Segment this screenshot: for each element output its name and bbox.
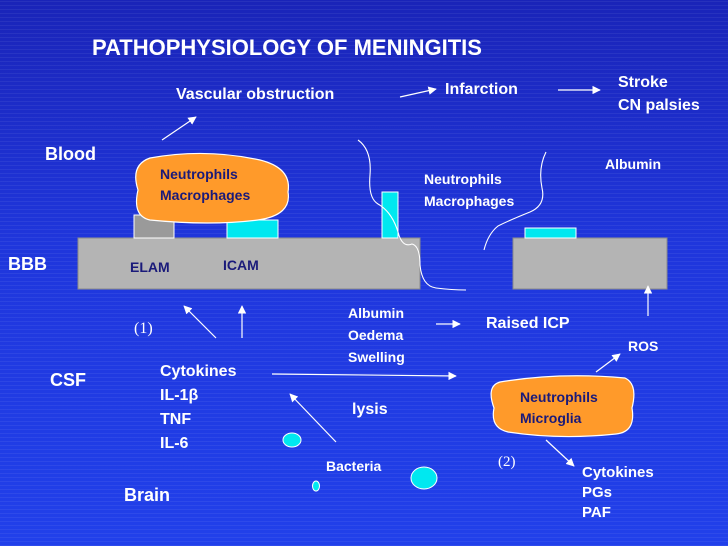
bbb-membrane-left [77, 237, 421, 290]
bacterium-small [282, 432, 302, 448]
albumin-group-item: Oedema [348, 327, 404, 343]
label-brain: Brain [124, 485, 171, 505]
albumin-group: Albumin Oedema Swelling [348, 302, 405, 368]
arrow-to-products [545, 439, 575, 467]
label-cn-palsies: CN palsies [618, 97, 700, 114]
arrow-to-vascular [161, 116, 197, 141]
brain-cell-blob [490, 375, 635, 438]
blood-cell-line2: Macrophages [160, 187, 251, 203]
label-neutrophils-blood: Neutrophils [424, 171, 502, 187]
label-lysis: lysis [352, 401, 388, 418]
albumin-group-item: Albumin [348, 305, 404, 321]
label-raised-icp: Raised ICP [486, 315, 570, 332]
brain-product-item: PGs [582, 484, 613, 501]
arrow-to-infarction [399, 86, 437, 98]
brain-cell-line2: Microglia [520, 410, 582, 426]
brain-product-item: PAF [582, 504, 611, 521]
bacterium-tiny [312, 480, 320, 492]
marker-1: (1) [134, 320, 153, 337]
brain-cell-line1: Neutrophils [520, 389, 598, 405]
arrow-to-elam [183, 305, 217, 339]
arrow-lysis [289, 393, 337, 443]
bbb-membrane-right [512, 237, 668, 290]
cytokine-item: Cytokines [160, 363, 237, 380]
page-title: PATHOPHYSIOLOGY OF MENINGITIS [92, 35, 482, 60]
label-macrophages-blood: Macrophages [424, 193, 515, 209]
arrow-cell-to-ros [595, 353, 621, 373]
label-ros: ROS [628, 338, 659, 354]
wavy-line-left [357, 139, 467, 291]
cytokine-list: Cytokines IL-1β TNF IL-6 [160, 360, 236, 456]
receptor-right [524, 227, 577, 239]
label-vascular-obstruction: Vascular obstruction [176, 86, 335, 103]
blood-cell-blob [135, 152, 290, 224]
label-csf: CSF [50, 370, 86, 390]
label-bacteria: Bacteria [326, 458, 382, 474]
marker-2: (2) [498, 454, 516, 470]
cytokine-item: IL-1β [160, 387, 199, 404]
cytokine-item: TNF [160, 411, 192, 428]
label-albumin-blood: Albumin [605, 156, 661, 172]
cytokine-item: IL-6 [160, 435, 189, 452]
label-blood: Blood [45, 144, 96, 164]
wavy-line-right [483, 151, 547, 251]
bacterium-large [410, 466, 438, 490]
label-icam: ICAM [223, 257, 259, 273]
blood-cell-line1: Neutrophils [160, 166, 238, 182]
brain-products-list: Cytokines PGs PAF [582, 463, 654, 523]
brain-product-item: Cytokines [582, 464, 654, 481]
label-elam: ELAM [130, 259, 170, 275]
albumin-group-item: Swelling [348, 349, 405, 365]
label-bbb: BBB [8, 254, 47, 274]
label-stroke: Stroke [618, 74, 668, 91]
label-infarction: Infarction [445, 81, 518, 98]
arrow-cytokines-to-cell [271, 371, 457, 381]
